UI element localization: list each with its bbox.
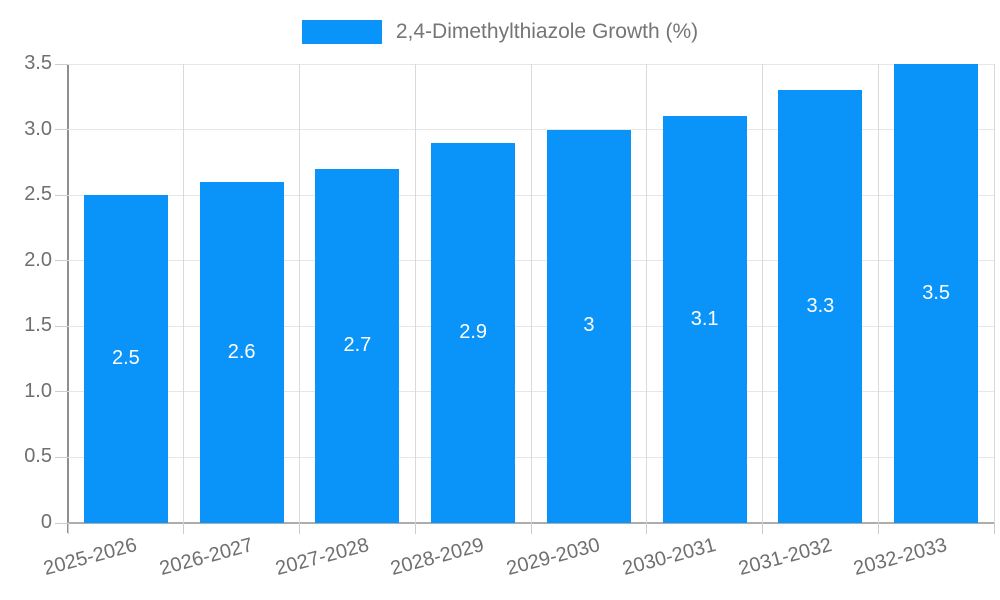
- x-axis-tick: [646, 523, 648, 534]
- chart-legend: 2,4-Dimethylthiazole Growth (%): [0, 18, 1000, 46]
- x-axis-label: 2025-2026: [41, 534, 140, 581]
- x-axis-label: 2031-2032: [735, 534, 835, 581]
- y-axis-label: 2.5: [24, 183, 52, 206]
- v-gridline: [762, 64, 763, 523]
- bar-2031-2032: 3.3: [778, 90, 863, 523]
- v-gridline: [299, 64, 300, 523]
- bar-2025-2026: 2.5: [83, 195, 168, 523]
- v-gridline: [530, 64, 532, 523]
- y-axis-tick: [55, 391, 68, 393]
- x-axis-label: 2029-2030: [504, 534, 603, 581]
- y-axis-label: 0: [40, 511, 52, 533]
- y-axis-label: 1.0: [24, 379, 52, 402]
- y-axis-label: 2.0: [24, 248, 52, 271]
- legend-swatch: [301, 20, 382, 44]
- legend-label: 2,4-Dimethylthiazole Growth (%): [395, 20, 699, 43]
- x-axis-label: 2026-2027: [157, 534, 256, 581]
- x-axis-label: 2027-2028: [272, 534, 372, 581]
- y-axis-label: 3.5: [24, 52, 52, 74]
- x-axis-tick: [414, 523, 416, 534]
- bar-value-label: 2.6: [227, 340, 256, 363]
- bar-2029-2030: 3: [546, 129, 631, 523]
- bar-2028-2029: 2.9: [431, 142, 516, 523]
- bar-value-label: 3: [583, 314, 595, 337]
- bar-value-label: 3.3: [806, 294, 835, 317]
- y-axis-label: 0.5: [24, 445, 52, 468]
- x-axis-label: 2030-2031: [620, 534, 719, 581]
- bar-2030-2031: 3.1: [662, 116, 747, 523]
- x-axis-tick: [877, 523, 879, 534]
- x-axis-tick: [530, 523, 532, 534]
- v-gridline: [877, 64, 879, 523]
- x-axis-tick: [67, 523, 69, 534]
- v-gridline: [414, 64, 416, 523]
- y-axis-tick: [55, 522, 68, 524]
- x-axis-tick: [993, 523, 995, 534]
- v-gridline: [993, 64, 995, 523]
- y-axis-label: 1.5: [24, 314, 52, 337]
- y-axis-tick: [55, 456, 68, 458]
- bar-2027-2028: 2.7: [315, 168, 400, 523]
- x-axis-tick: [299, 523, 300, 534]
- x-axis-label: 2028-2029: [388, 534, 487, 581]
- plot-area: 2.5 2.6 2.7 2.9 3 3.1 3.3 3.5: [55, 63, 995, 534]
- bar-value-label: 2.5: [111, 347, 140, 370]
- bar-value-label: 3.1: [690, 307, 719, 330]
- bar-value-label: 2.7: [343, 333, 372, 356]
- y-axis-label: 3.0: [24, 117, 52, 140]
- bar-2026-2027: 2.6: [199, 182, 284, 523]
- y-axis-tick: [55, 129, 68, 131]
- y-axis-line: [67, 64, 69, 533]
- x-axis-label: 2032-2033: [851, 534, 950, 581]
- v-gridline: [646, 64, 648, 523]
- bar-2032-2033: 3.5: [894, 64, 979, 523]
- x-axis-tick: [762, 523, 763, 534]
- v-gridline: [183, 64, 185, 523]
- y-axis-tick: [55, 260, 68, 262]
- x-axis-tick: [183, 523, 185, 534]
- y-axis-tick: [55, 325, 68, 327]
- y-axis-tick: [55, 194, 68, 196]
- bar-value-label: 2.9: [459, 320, 488, 343]
- bar-value-label: 3.5: [922, 281, 951, 304]
- y-axis-tick: [55, 63, 68, 65]
